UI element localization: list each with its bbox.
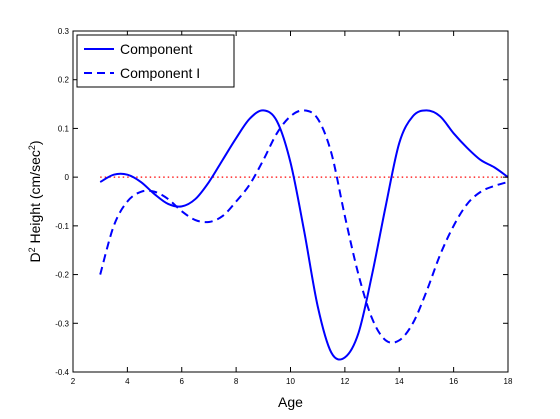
- y-tick-label: 0.3: [58, 27, 70, 36]
- plot-area: [73, 31, 508, 372]
- y-tick-label: -0.4: [55, 368, 69, 377]
- x-tick-label: 2: [71, 377, 76, 386]
- y-tick-label: 0.1: [58, 124, 70, 133]
- y-label-prefix: D: [27, 252, 43, 262]
- y-tick-label: -0.1: [55, 222, 69, 231]
- x-tick-label: 4: [125, 377, 130, 386]
- plot-background: [73, 31, 508, 372]
- legend: Component Component I: [76, 34, 235, 88]
- x-tick-label: 14: [395, 377, 404, 386]
- series-group: [99, 109, 509, 361]
- y-tick-label: 0.2: [58, 76, 70, 85]
- y-axis-label: D2 Height (cm/sec2): [27, 140, 43, 262]
- x-tick-label: 12: [340, 377, 349, 386]
- x-tick-label: 16: [449, 377, 458, 386]
- y-tick-label: -0.2: [55, 271, 69, 280]
- series-line-component-i: [99, 109, 509, 344]
- y-label-sup2: 2: [27, 145, 37, 150]
- ticks: 2 4 6 8 10 12 14 16 18 -0.4 -0.3 -0.2 -0.1 0 0.1 0.2 0.3: [55, 27, 513, 386]
- y-tick-label: 0: [65, 173, 70, 182]
- x-tick-label: 10: [286, 377, 295, 386]
- axis-labels: Age D2 Height (cm/sec2): [27, 140, 303, 410]
- legend-box: [76, 34, 235, 88]
- y-label-suffix: ): [27, 140, 43, 145]
- x-tick-label: 6: [180, 377, 185, 386]
- x-axis-label: Age: [278, 394, 303, 410]
- y-label-sup: 2: [27, 247, 37, 252]
- series-line-component: [99, 109, 509, 361]
- x-tick-label: 18: [504, 377, 513, 386]
- x-tick-label: 8: [234, 377, 239, 386]
- legend-label: Component: [120, 41, 192, 57]
- y-tick-label: -0.3: [55, 319, 69, 328]
- y-label-middle: Height (cm/sec: [27, 150, 43, 247]
- legend-label: Component I: [120, 65, 200, 81]
